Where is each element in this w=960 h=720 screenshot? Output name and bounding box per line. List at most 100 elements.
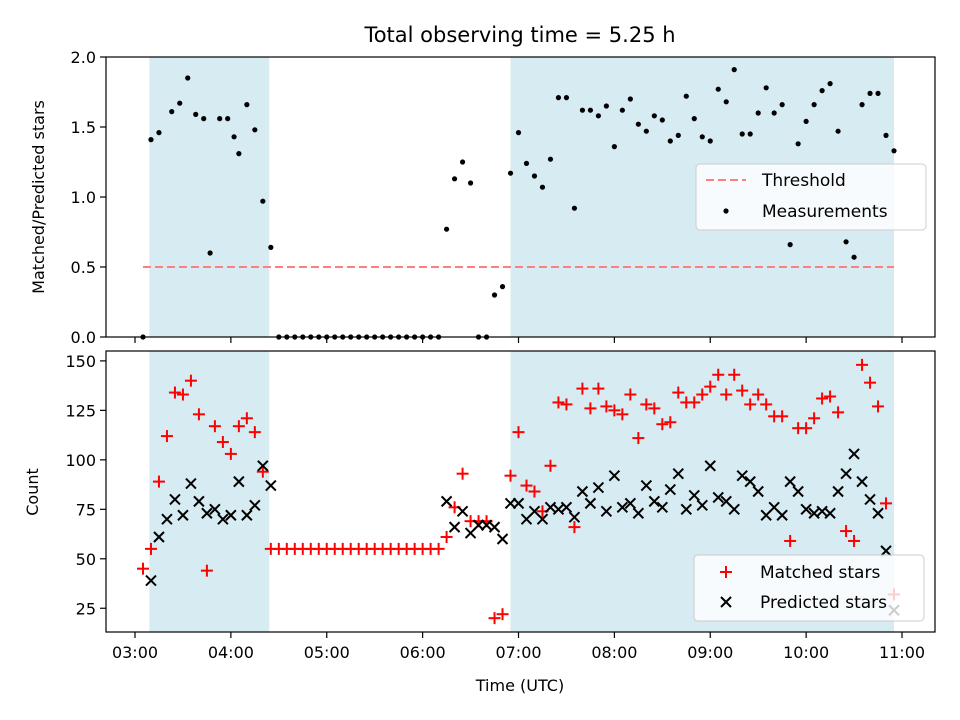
matched-star-point — [760, 398, 773, 411]
matched-star-point — [528, 485, 541, 498]
predicted-star-point — [233, 475, 245, 488]
predicted-star-point — [249, 499, 261, 512]
measurement-point — [707, 138, 713, 144]
measurement-point — [619, 107, 625, 113]
predicted-star-point — [209, 503, 221, 516]
measurement-point — [225, 116, 231, 122]
measurement-point — [563, 95, 570, 101]
predicted-star-point — [848, 448, 860, 460]
measurement-point — [252, 127, 258, 133]
predicted-star-point — [257, 460, 269, 472]
matched-star-point — [696, 388, 709, 401]
predicted-star-point — [728, 503, 740, 516]
predicted-star-point — [864, 493, 876, 506]
y-tick-label: 1.5 — [71, 118, 96, 137]
measurement-point — [459, 159, 466, 165]
matched-star-point — [656, 418, 669, 431]
matched-star-point — [832, 406, 845, 419]
predicted-star-point — [680, 503, 692, 516]
measurement-point — [185, 75, 191, 81]
measurement-point — [651, 113, 657, 119]
predicted-star-point — [872, 507, 884, 519]
measurement-point — [603, 103, 609, 109]
measurement-point — [691, 116, 697, 122]
matched-star-point — [136, 562, 149, 575]
measurement-point — [507, 170, 514, 176]
predicted-star-point — [672, 467, 684, 480]
matched-star-point — [664, 416, 677, 429]
matched-star-point — [880, 497, 893, 510]
matched-star-point — [808, 412, 821, 425]
measurement-point — [715, 86, 721, 92]
matched-star-point — [488, 612, 501, 625]
predicted-star-point — [632, 507, 645, 519]
ratio-y-axis-label: Matched/Predicted stars — [29, 100, 48, 294]
x-tick-label: 10:00 — [783, 643, 829, 662]
measurement-point — [467, 180, 474, 186]
measurement-point — [169, 109, 175, 115]
matched-legend-swatch — [720, 566, 732, 578]
predicted-star-point — [776, 509, 788, 521]
measurement-point — [843, 239, 849, 245]
measurement-point — [747, 131, 753, 137]
matched-star-point — [712, 368, 725, 381]
predicted-star-point — [712, 491, 724, 504]
predicted-star-point — [840, 467, 852, 480]
x-axis-label: Time (UTC) — [475, 676, 564, 695]
predicted-star-point — [824, 507, 836, 519]
matched-star-point — [144, 542, 157, 555]
measurement-point — [451, 176, 458, 182]
measurement-point — [555, 95, 562, 101]
measurement-point — [231, 134, 237, 140]
measurement-point — [851, 254, 857, 260]
measurement-point — [268, 244, 274, 250]
measurement-point — [217, 116, 223, 122]
predicted-star-point — [536, 513, 549, 525]
predicted-star-point — [744, 475, 756, 488]
matched-star-point — [616, 408, 629, 421]
y-tick-label: 0.0 — [71, 328, 96, 347]
y-tick-label: 100 — [65, 451, 96, 470]
measurement-point — [883, 132, 889, 138]
measurement-point — [531, 173, 538, 179]
predicted-legend-swatch — [720, 596, 732, 608]
predicted-star-point — [177, 509, 189, 521]
measurement-point — [739, 131, 745, 137]
y-tick-label: 125 — [65, 401, 96, 420]
matched-star-point — [208, 420, 221, 433]
matched-star-point — [552, 396, 565, 409]
measurement-point — [643, 128, 649, 134]
measurement-point — [260, 198, 266, 204]
count-y-axis-label: Count — [23, 468, 42, 516]
measurement-point — [795, 141, 801, 147]
measurement-point — [635, 121, 641, 127]
matched-star-point — [592, 382, 605, 395]
matched-star-point — [824, 390, 837, 403]
predicted-star-point — [592, 481, 605, 494]
measurements-legend-label: Measurements — [762, 202, 888, 222]
matched-star-point — [744, 398, 757, 411]
predicted-star-point — [784, 475, 796, 488]
measurement-point — [763, 85, 769, 91]
matched-star-point — [256, 465, 269, 478]
observing-window-band — [149, 57, 270, 337]
matched-star-point — [784, 534, 797, 547]
predicted-legend-label: Predicted stars — [760, 593, 887, 613]
matched-star-point — [608, 404, 621, 417]
count-panel-frame — [105, 350, 936, 633]
matched-star-point — [840, 525, 853, 538]
matched-star-point — [432, 542, 445, 555]
matched-star-point — [704, 380, 717, 393]
matched-star-point — [224, 447, 237, 460]
measurement-point — [627, 96, 633, 102]
matched-star-point — [776, 410, 789, 423]
matched-star-point — [248, 426, 261, 439]
matched-star-point — [632, 432, 645, 445]
predicted-star-point — [704, 460, 716, 472]
matched-star-point — [624, 388, 637, 401]
matched-star-point — [752, 388, 765, 401]
y-tick-label: 0.5 — [71, 258, 96, 277]
measurement-point — [659, 117, 665, 123]
measurement-point — [499, 284, 506, 290]
matched-star-point — [456, 467, 469, 480]
